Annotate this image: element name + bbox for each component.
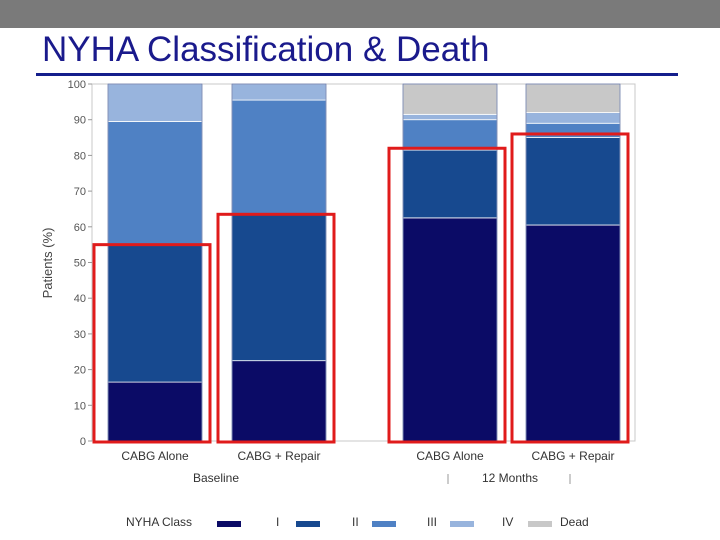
- bar-segment-iii: [231, 99, 327, 215]
- bar-segment-iv: [107, 83, 203, 122]
- bar-segment-ii: [107, 244, 203, 383]
- legend-swatch-ii: [296, 521, 320, 527]
- y-tick-label: 90: [74, 115, 86, 127]
- y-tick-label: 100: [68, 79, 86, 91]
- legend-swatch-iv: [450, 521, 474, 527]
- legend-label-ii: II: [352, 515, 359, 529]
- y-tick-label: 40: [74, 293, 86, 305]
- x-category-label: CABG Alone: [121, 449, 189, 463]
- legend-swatch-dead: [528, 521, 552, 527]
- bar-segment-dead: [525, 83, 621, 113]
- bar-segment-iv: [231, 83, 327, 101]
- y-tick-label: 80: [74, 150, 86, 162]
- x-category-label: CABG + Repair: [531, 449, 614, 463]
- x-category-label: CABG Alone: [416, 449, 484, 463]
- legend-label-iv: IV: [502, 515, 514, 529]
- bar-segment-iv: [402, 113, 498, 121]
- y-tick-label: 70: [74, 186, 86, 198]
- bar-segment-ii: [231, 213, 327, 362]
- bar-segment-ii: [525, 137, 621, 226]
- y-tick-label: 0: [80, 436, 86, 448]
- bar-segment-iii: [402, 119, 498, 151]
- bar-segment-i: [231, 360, 327, 442]
- bar-segment-ii: [402, 149, 498, 219]
- highlight-box: [92, 243, 212, 444]
- highlight-box: [510, 132, 630, 444]
- y-axis-label: Patients (%): [40, 228, 55, 299]
- bar-segment-dead: [402, 83, 498, 115]
- legend-label-i: I: [276, 515, 280, 529]
- y-tick-label: 10: [74, 400, 86, 412]
- y-tick-label: 20: [74, 365, 86, 377]
- x-category-label: CABG + Repair: [237, 449, 320, 463]
- legend-swatch-iii: [372, 521, 396, 527]
- bar-segment-i: [107, 381, 203, 442]
- legend-label-iii: III: [427, 515, 438, 529]
- bar-segment-i: [402, 217, 498, 442]
- bar-segment-i: [525, 224, 621, 442]
- y-tick-label: 60: [74, 222, 86, 234]
- group-label-12-months: 12 Months: [482, 471, 538, 485]
- legend-label-dead: Dead: [560, 515, 589, 529]
- bar-segment-iii: [107, 121, 203, 246]
- bar-segment-iv: [525, 112, 621, 124]
- y-tick-label: 30: [74, 329, 86, 341]
- title-underline: [36, 73, 678, 76]
- top-bar: [0, 0, 720, 28]
- legend-swatch-i: [217, 521, 241, 527]
- highlight-box: [216, 212, 336, 444]
- y-tick-label: 50: [74, 258, 86, 270]
- highlight-box: [387, 146, 507, 444]
- group-label-baseline: Baseline: [193, 471, 239, 485]
- slide-title: NYHA Classification & Death: [42, 30, 490, 69]
- legend-title: NYHA Class: [126, 515, 193, 529]
